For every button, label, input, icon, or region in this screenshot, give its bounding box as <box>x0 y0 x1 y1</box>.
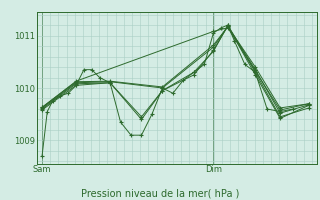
Text: Pression niveau de la mer( hPa ): Pression niveau de la mer( hPa ) <box>81 188 239 198</box>
